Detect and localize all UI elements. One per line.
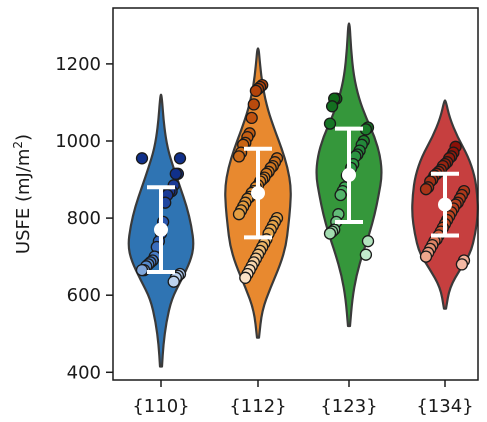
y-axis-title: USFE (mJ/m2) xyxy=(11,134,34,254)
y-axis-title-end: ) xyxy=(13,134,34,141)
data-point xyxy=(419,250,433,263)
mean-marker xyxy=(342,167,356,182)
mean-marker xyxy=(438,197,452,212)
data-point xyxy=(334,188,347,202)
y-tick-label: 800 xyxy=(67,208,101,229)
x-tick-label: {110} xyxy=(132,396,189,417)
data-point xyxy=(419,183,433,196)
data-point xyxy=(323,227,337,240)
data-point xyxy=(325,100,339,113)
plot-frame xyxy=(112,7,479,381)
errorbar-layer xyxy=(147,126,459,275)
data-point xyxy=(245,111,258,125)
mean-marker xyxy=(154,222,168,237)
y-tick-label: 600 xyxy=(67,285,101,306)
data-point xyxy=(249,84,263,98)
data-point xyxy=(232,208,246,221)
data-point xyxy=(323,117,337,130)
data-point xyxy=(247,98,260,111)
x-tick-label: {112} xyxy=(229,396,286,417)
y-axis-title-sup: 2 xyxy=(11,141,25,149)
axes-layer: 400 600 800 1000 1200 {110} {112} {123} {134} xyxy=(55,7,479,417)
data-point xyxy=(167,275,180,288)
y-axis-title-main: USFE (mJ/m xyxy=(13,149,34,255)
data-point xyxy=(169,167,182,180)
x-tick-label: {134} xyxy=(416,396,473,417)
data-point xyxy=(359,248,373,261)
data-point xyxy=(173,152,187,165)
x-tick-label: {123} xyxy=(320,396,377,417)
y-tick-label: 1200 xyxy=(55,54,101,75)
data-point xyxy=(455,258,469,271)
mean-marker xyxy=(251,186,265,201)
y-tick-label: 1000 xyxy=(55,131,101,152)
data-point xyxy=(135,152,149,165)
y-tick-label: 400 xyxy=(67,362,101,383)
data-point xyxy=(135,263,149,277)
data-point xyxy=(239,271,252,284)
data-point xyxy=(232,150,246,163)
data-point xyxy=(361,235,375,248)
